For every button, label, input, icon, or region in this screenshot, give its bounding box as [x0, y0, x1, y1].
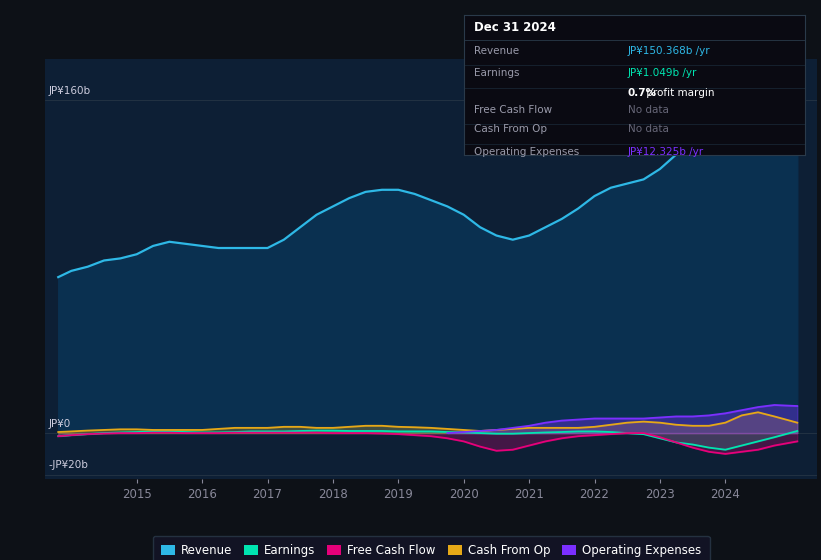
Text: JP¥150.368b /yr: JP¥150.368b /yr [628, 46, 710, 56]
Text: No data: No data [628, 105, 668, 115]
Text: JP¥12.325b /yr: JP¥12.325b /yr [628, 147, 704, 157]
Text: JP¥0: JP¥0 [48, 419, 71, 429]
Text: Cash From Op: Cash From Op [475, 124, 548, 134]
Text: Revenue: Revenue [475, 46, 520, 56]
Text: Free Cash Flow: Free Cash Flow [475, 105, 553, 115]
Text: profit margin: profit margin [643, 88, 714, 98]
Text: Operating Expenses: Operating Expenses [475, 147, 580, 157]
Text: 0.7%: 0.7% [628, 88, 657, 98]
Text: -JP¥20b: -JP¥20b [48, 460, 89, 470]
Text: No data: No data [628, 124, 668, 134]
Text: JP¥1.049b /yr: JP¥1.049b /yr [628, 68, 697, 78]
Text: Earnings: Earnings [475, 68, 520, 78]
Text: JP¥160b: JP¥160b [48, 86, 90, 96]
Text: Dec 31 2024: Dec 31 2024 [475, 21, 556, 34]
Legend: Revenue, Earnings, Free Cash Flow, Cash From Op, Operating Expenses: Revenue, Earnings, Free Cash Flow, Cash … [153, 536, 709, 560]
